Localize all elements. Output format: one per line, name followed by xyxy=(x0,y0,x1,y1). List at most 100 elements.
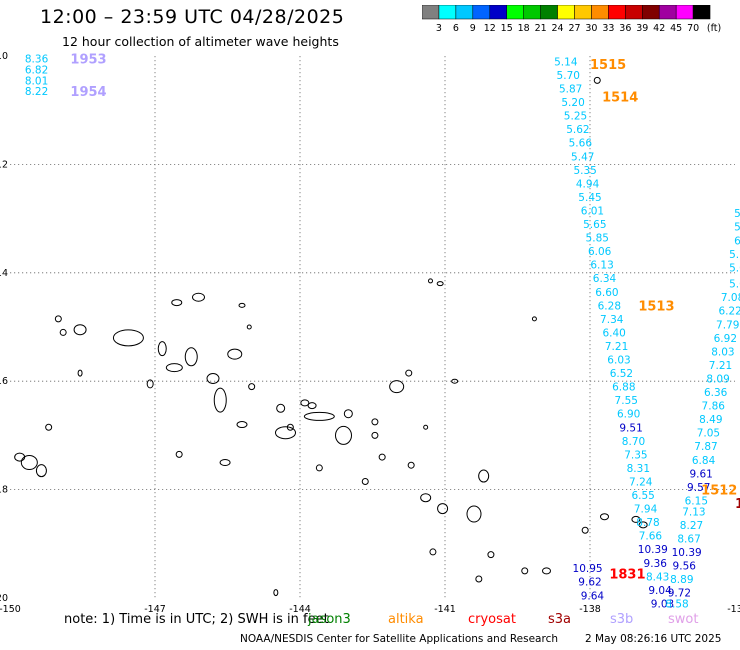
pass-id-label: 1513 xyxy=(638,299,674,314)
color-scale-legend: 3 6 9 12 15 18 21 24 27 30 33 36 39 42 45 70 (ft) xyxy=(422,5,721,33)
longitude-tick-label: -138 xyxy=(579,604,601,615)
island-outline xyxy=(466,505,482,523)
island-outline xyxy=(286,423,294,431)
island-outline xyxy=(407,461,415,469)
island-outline xyxy=(219,459,231,466)
color-scale-unit: (ft) xyxy=(707,23,721,33)
swh-value-label: 5.45 xyxy=(578,192,601,204)
color-scale-label: 39 xyxy=(636,23,648,33)
island-outline xyxy=(35,464,47,478)
color-scale-swatch xyxy=(692,5,711,20)
swh-value-label: 9.04 xyxy=(648,585,672,597)
island-outline xyxy=(638,521,648,529)
swh-value-label: 5.66 xyxy=(569,138,593,150)
longitude-tick-label: -141 xyxy=(434,604,456,615)
color-scale-swatch xyxy=(523,5,541,20)
color-scale-swatch xyxy=(591,5,609,20)
swh-value-label: 9.72 xyxy=(668,588,691,600)
island-outline xyxy=(20,455,38,470)
island-outline xyxy=(581,526,589,534)
island-outline xyxy=(112,329,144,347)
swh-value-label: 9.62 xyxy=(578,577,601,589)
island-outline xyxy=(59,328,67,336)
island-outline xyxy=(192,292,205,302)
pass-id-label: 1854 xyxy=(735,497,740,512)
swh-value-label: 5.85 xyxy=(586,233,609,245)
pass-id-label: 1831 xyxy=(609,568,645,583)
color-scale-label: 70 xyxy=(687,23,699,33)
swh-value-label: 6.52 xyxy=(610,368,633,380)
island-outline xyxy=(335,425,352,445)
swh-value-label: 5.20 xyxy=(561,97,584,109)
island-outline xyxy=(437,503,449,515)
swh-value-label: 6.34 xyxy=(593,273,617,285)
latitude-tick-label: -16 xyxy=(0,376,8,387)
island-outline xyxy=(451,378,459,384)
swh-value-label: 8.43 xyxy=(646,571,669,583)
island-outline xyxy=(275,426,296,440)
swh-value-label: 6.84 xyxy=(692,455,716,467)
island-outline xyxy=(405,369,413,377)
swh-value-label: 6.28 xyxy=(598,300,621,312)
island-outline xyxy=(227,348,243,360)
latitude-tick-label: -14 xyxy=(0,268,8,279)
swh-value-label: 6.55 xyxy=(631,490,654,502)
latitude-tick-label: -12 xyxy=(0,159,8,170)
swh-value-label: 5.6 xyxy=(729,262,740,274)
pass-labels: 1953 1954 1515 1514 1513 1512 1831 1854 xyxy=(70,53,740,583)
satellite-legend-altika: altika xyxy=(388,612,424,627)
swh-value-label: 7.24 xyxy=(629,476,653,488)
swh-value-label: 6.03 xyxy=(607,355,630,367)
island-outline xyxy=(371,418,379,426)
island-outline xyxy=(303,411,335,421)
island-outline xyxy=(54,315,62,323)
island-outline xyxy=(420,493,432,503)
latitude-tick-label: -10 xyxy=(0,51,8,62)
swh-value-label: 5.35 xyxy=(573,165,596,177)
swh-value-label: 5.87 xyxy=(559,84,582,96)
swh-value-label: 6 xyxy=(734,235,740,247)
island-outline xyxy=(542,567,551,575)
longitude-tick-label: -13 xyxy=(727,604,740,615)
color-scale-label: 36 xyxy=(619,23,631,33)
island-outline xyxy=(246,324,252,330)
swh-value-label: 7.21 xyxy=(709,360,732,372)
island-outline xyxy=(236,421,248,429)
swh-value-label: 8.70 xyxy=(622,436,645,448)
swh-value-label: 7.08 xyxy=(721,292,740,304)
island-outline xyxy=(171,299,183,307)
swh-value-label: 9.61 xyxy=(689,468,712,480)
swh-value-label: 8.31 xyxy=(627,463,650,475)
island-outline xyxy=(206,372,220,384)
swh-value-label: 6.82 xyxy=(25,65,48,77)
pass-id-label: 1954 xyxy=(70,85,106,100)
swh-value-label: 7.34 xyxy=(600,314,624,326)
pass-id-label: 1514 xyxy=(602,91,638,106)
color-scale-swatch xyxy=(625,5,643,20)
swh-value-label: 7.55 xyxy=(615,395,638,407)
swh-value-label: 5.47 xyxy=(571,151,594,163)
island-outline xyxy=(487,551,495,559)
swh-value-label: 10.95 xyxy=(573,563,603,575)
latitude-tick-label: -20 xyxy=(0,593,8,604)
swh-value-label: 5.14 xyxy=(554,56,578,68)
color-scale-swatch xyxy=(557,5,575,20)
swh-value-label: 8.89 xyxy=(670,574,693,586)
swh-value-label: 7.13 xyxy=(682,506,705,518)
swh-value-label: 5 xyxy=(734,222,740,234)
color-scale-swatch xyxy=(675,5,694,20)
swh-value-label: 9.03 xyxy=(651,598,674,610)
swh-value-label: 8.09 xyxy=(706,373,729,385)
swh-value-label: 6.60 xyxy=(595,287,618,299)
island-outline xyxy=(73,324,87,336)
swh-value-label: 8.01 xyxy=(25,75,48,87)
color-scale-label: 15 xyxy=(501,23,513,33)
swh-value-label: 4.94 xyxy=(576,178,600,190)
island-outline xyxy=(248,383,256,391)
island-outline xyxy=(389,380,405,394)
swh-value-label: 8.27 xyxy=(680,520,703,532)
pass-id-label: 1512 xyxy=(701,484,737,499)
color-scale-label: 45 xyxy=(670,23,682,33)
island-outline xyxy=(14,452,26,462)
